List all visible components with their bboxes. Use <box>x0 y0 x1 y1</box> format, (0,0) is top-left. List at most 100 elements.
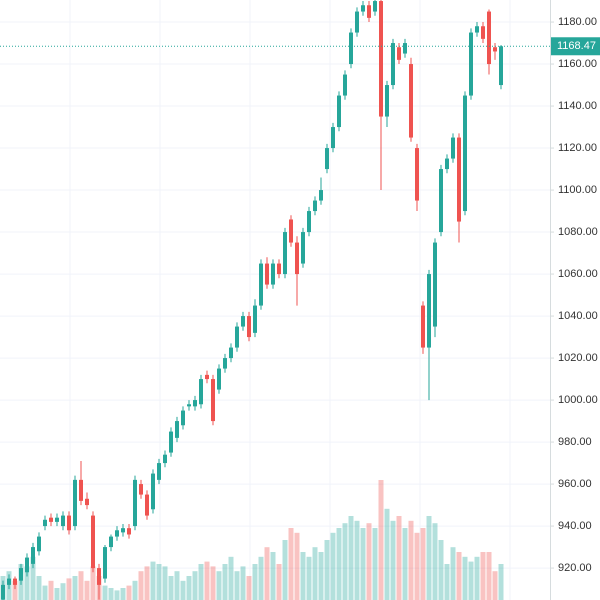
candle-body <box>55 517 59 522</box>
candle-body <box>85 498 89 506</box>
candle-body <box>469 32 473 96</box>
candle-body <box>403 43 407 54</box>
candle-body <box>391 43 395 86</box>
volume-bar <box>54 588 60 600</box>
volume-bar <box>174 571 180 600</box>
volume-bar <box>420 528 426 600</box>
volume-bar <box>222 564 228 600</box>
candle-body <box>7 578 11 585</box>
candle-body <box>307 211 311 233</box>
volume-bar <box>408 520 414 600</box>
candle-body <box>265 263 269 285</box>
candle-body <box>229 347 233 359</box>
candle-body <box>97 568 101 585</box>
volume-bar <box>390 520 396 600</box>
candle-body <box>451 137 455 159</box>
candle-body <box>127 528 131 535</box>
volume-bar <box>306 556 312 600</box>
candle-body <box>343 74 347 96</box>
candle-body <box>43 519 47 527</box>
volume-bar <box>492 571 498 600</box>
volume-bar <box>150 561 156 600</box>
candle-body <box>373 1 377 12</box>
candle-body <box>139 484 143 495</box>
volume-bar <box>66 578 72 600</box>
volume-bar <box>126 585 132 600</box>
volume-bar <box>144 566 150 600</box>
candle-body <box>211 379 215 422</box>
volume-bar <box>12 580 18 600</box>
candle-body <box>457 137 461 222</box>
candle-body <box>463 95 467 212</box>
volume-bar <box>168 576 174 600</box>
candle-body <box>277 263 281 275</box>
candle-body <box>331 127 335 149</box>
volume-bar <box>324 540 330 600</box>
candle-body <box>163 454 167 464</box>
volume-bar <box>336 528 342 600</box>
volume-bar <box>294 532 300 600</box>
candle-body <box>241 316 245 327</box>
candle-body <box>61 515 65 527</box>
volume-bar <box>186 576 192 600</box>
candle-body <box>223 358 227 369</box>
volume-bar <box>114 590 120 600</box>
candle-body <box>145 494 149 516</box>
volume-bar <box>228 556 234 600</box>
volume-bar <box>84 580 90 600</box>
candle-body <box>115 530 119 537</box>
candle-body <box>19 568 23 581</box>
volume-bar <box>108 588 114 600</box>
candle-body <box>385 85 389 117</box>
volume-bar <box>162 566 168 600</box>
volume-bar <box>360 528 366 600</box>
candle-body <box>1 584 5 600</box>
volume-bar <box>450 547 456 600</box>
candle-body <box>313 200 317 212</box>
candle-body <box>295 242 299 275</box>
volume-bar <box>252 564 258 600</box>
volume-bar <box>342 523 348 600</box>
candle-body <box>325 148 329 170</box>
volume-bar <box>180 580 186 600</box>
candle-body <box>79 479 83 501</box>
candle-body <box>379 1 383 117</box>
volume-bar <box>132 580 138 600</box>
candle-body <box>283 232 287 275</box>
candle-body <box>337 95 341 128</box>
candle-body <box>415 148 419 201</box>
volume-bar <box>330 532 336 600</box>
candle-body <box>259 263 263 306</box>
candle-body <box>235 326 239 348</box>
volume-bar <box>264 547 270 600</box>
volume-bar <box>348 516 354 600</box>
candle-body <box>475 26 479 33</box>
candle-body <box>217 368 221 390</box>
volume-bar <box>60 583 66 600</box>
candle-body <box>253 305 257 333</box>
volume-bar <box>456 552 462 600</box>
candle-body <box>367 5 371 18</box>
candle-body <box>397 47 401 60</box>
volume-bar <box>204 561 210 600</box>
candle-body <box>157 463 161 480</box>
volume-bar <box>486 552 492 600</box>
candle-body <box>433 242 437 327</box>
candle-body <box>31 547 35 564</box>
candle-body <box>109 536 113 548</box>
volume-bar <box>258 556 264 600</box>
volume-bar <box>48 580 54 600</box>
volume-bar <box>378 480 384 600</box>
candle-body <box>421 305 425 348</box>
volume-bar <box>270 552 276 600</box>
candle-body <box>49 517 53 522</box>
candle-body <box>301 232 305 264</box>
candle-body <box>247 316 251 338</box>
volume-bar <box>318 552 324 600</box>
volume-bar <box>102 585 108 600</box>
candle-body <box>445 158 449 170</box>
y-tick-label: 1080.00 <box>558 226 598 238</box>
candle-body <box>481 26 485 39</box>
